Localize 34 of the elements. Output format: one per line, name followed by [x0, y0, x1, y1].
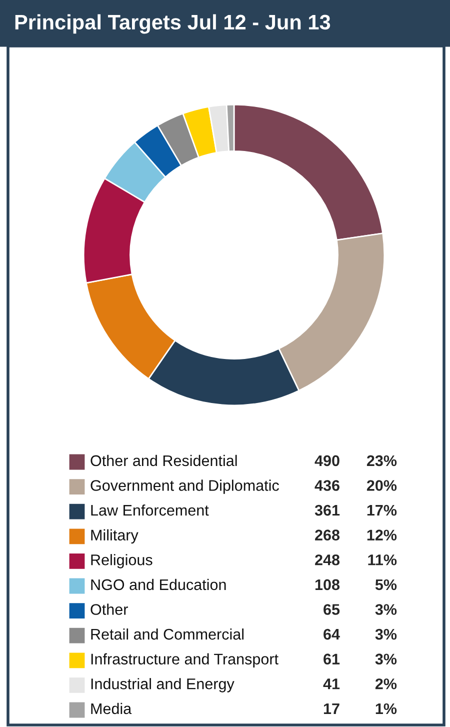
data-label: 248 — [315, 554, 340, 566]
legend-label: Other and Residential — [90, 454, 237, 466]
data-label: 361 — [314, 504, 340, 516]
data-label: 64 — [324, 628, 340, 640]
legend-label: Media — [91, 702, 132, 714]
text: 3% — [375, 628, 397, 640]
legend-label: NGO and Education — [91, 578, 226, 590]
legend-label: Law Enforcement — [91, 504, 209, 516]
text: 23% — [366, 455, 397, 466]
data-label: 490 — [314, 455, 340, 466]
legend-label: Industrial and Energy — [91, 678, 234, 692]
data-label: 17 — [324, 703, 340, 714]
data-label: 61 — [324, 654, 340, 664]
text: 11% — [368, 554, 397, 566]
chart-title: Principal Targets Jul 12 - Jun 13 — [15, 14, 330, 34]
data-label: 108 — [315, 579, 340, 590]
data-label: 41 — [323, 678, 340, 690]
data-label: 268 — [315, 530, 340, 540]
legend-label: Religious — [91, 554, 152, 568]
data-label: 65 — [324, 604, 340, 615]
text: 3% — [375, 654, 397, 665]
text: 17% — [367, 504, 397, 516]
text: 2% — [375, 678, 397, 690]
text: 20% — [366, 480, 397, 491]
text: 3% — [375, 604, 397, 615]
legend-label: Other — [90, 604, 128, 615]
legend-label: Government and Diplomatic — [90, 480, 279, 494]
data-label: 436 — [314, 480, 340, 491]
legend-label: Retail and Commercial — [91, 628, 244, 640]
text: 1% — [376, 703, 397, 714]
text: 12% — [367, 530, 397, 540]
legend-label: Infrastructure and Transport — [91, 653, 278, 668]
legend-label: Military — [91, 529, 138, 544]
text: 5% — [375, 579, 397, 590]
